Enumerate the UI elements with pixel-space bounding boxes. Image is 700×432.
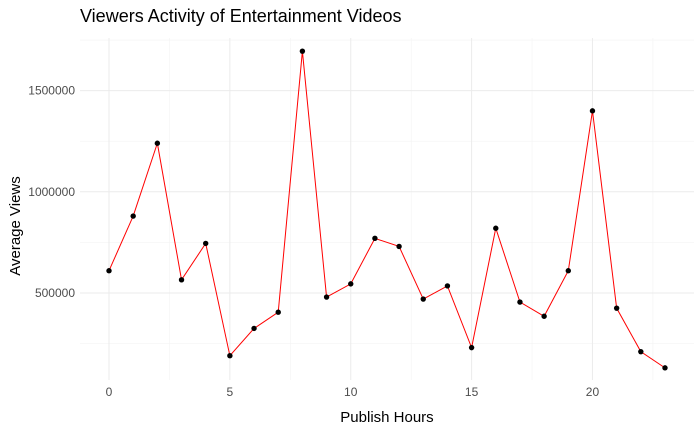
data-point bbox=[275, 309, 281, 315]
x-tick-label: 10 bbox=[344, 385, 358, 399]
data-point bbox=[130, 213, 136, 219]
x-tick-label: 0 bbox=[106, 385, 113, 399]
y-tick-label: 1500000 bbox=[28, 84, 75, 98]
data-points bbox=[106, 48, 668, 371]
data-point bbox=[227, 353, 233, 359]
y-tick-label: 1000000 bbox=[28, 185, 75, 199]
chart-title: Viewers Activity of Entertainment Videos bbox=[80, 6, 402, 26]
data-point bbox=[299, 48, 306, 54]
data-point bbox=[420, 296, 426, 302]
data-point bbox=[662, 365, 668, 371]
data-point bbox=[323, 294, 330, 300]
data-point bbox=[372, 235, 378, 242]
series-red bbox=[108, 51, 666, 369]
data-point bbox=[154, 140, 161, 146]
x-tick-label: 20 bbox=[586, 385, 600, 399]
x-axis-label: Publish Hours bbox=[340, 409, 433, 426]
x-tick-label: 5 bbox=[227, 385, 234, 399]
grid bbox=[80, 38, 694, 380]
data-point bbox=[517, 299, 523, 305]
data-point bbox=[541, 313, 547, 319]
series-line bbox=[108, 51, 666, 369]
x-tick-labels: 0 5 10 15 20 bbox=[106, 385, 600, 399]
y-axis-label: Average Views bbox=[7, 176, 24, 276]
data-point bbox=[178, 277, 185, 283]
data-point bbox=[251, 325, 257, 332]
data-point bbox=[444, 283, 451, 289]
data-point bbox=[493, 225, 499, 231]
data-point bbox=[589, 108, 596, 114]
y-tick-label: 500000 bbox=[35, 286, 75, 300]
data-point bbox=[106, 268, 112, 274]
y-tick-labels: 500000 1000000 1500000 bbox=[28, 84, 75, 300]
data-point bbox=[203, 240, 209, 247]
data-point bbox=[613, 305, 620, 311]
data-point bbox=[565, 268, 571, 274]
data-point bbox=[396, 243, 402, 250]
x-tick-label: 15 bbox=[465, 385, 479, 399]
data-point bbox=[638, 348, 644, 355]
data-point bbox=[348, 281, 354, 287]
data-point bbox=[468, 344, 475, 351]
